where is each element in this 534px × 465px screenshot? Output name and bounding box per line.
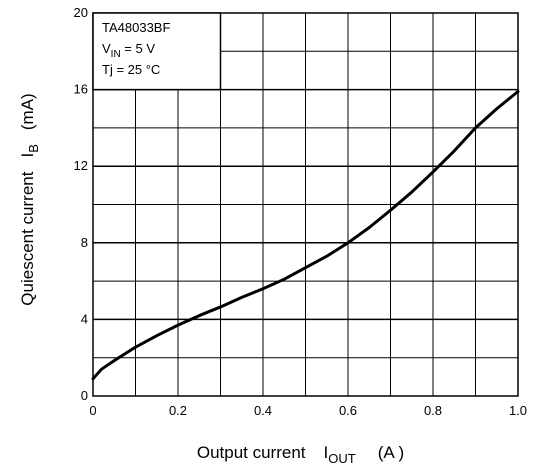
y-tick-labels: 0 4 8 12 16 20 [74,5,88,403]
legend-vin-value: = 5 V [121,41,156,56]
legend-vin-sub: IN [111,49,121,60]
legend-background [92,12,222,91]
y-tick-label: 4 [81,311,88,326]
y-axis-label: Quiescent current [18,171,37,305]
y-axis-unit: (mA) [18,93,37,130]
legend-vin: VIN = 5 V [102,41,155,60]
x-axis-unit: (A ) [378,443,404,462]
x-axis-title: Output current IOUT (A ) [197,443,404,465]
x-tick-label: 0.8 [424,403,442,418]
y-tick-label: 8 [81,235,88,250]
x-tick-label: 0 [89,403,96,418]
y-axis-title: Quiescent current IB (mA) [18,93,41,305]
legend-box: TA48033BF VIN = 5 V Tj = 25 °C [92,12,222,91]
x-tick-label: 0.2 [169,403,187,418]
y-axis-symbol: I [18,153,37,158]
x-axis-symbol-sub: OUT [328,451,356,465]
series-line [91,90,520,381]
x-tick-label: 0.6 [339,403,357,418]
legend-part-number: TA48033BF [102,20,170,35]
legend-vin-label: V [102,41,111,56]
x-tick-labels: 0 0.2 0.4 0.6 0.8 1.0 [89,403,527,418]
x-tick-label: 1.0 [509,403,527,418]
plot-frame [92,12,519,397]
y-tick-label: 16 [74,82,88,97]
x-axis-label: Output current [197,443,306,462]
y-tick-label: 12 [74,158,88,173]
legend-tj: Tj = 25 °C [102,62,160,77]
x-tick-label: 0.4 [254,403,272,418]
y-tick-label: 20 [74,5,88,20]
y-tick-label: 0 [81,388,88,403]
y-axis-symbol-sub: B [26,144,41,153]
x-axis-symbol: I [324,443,329,462]
